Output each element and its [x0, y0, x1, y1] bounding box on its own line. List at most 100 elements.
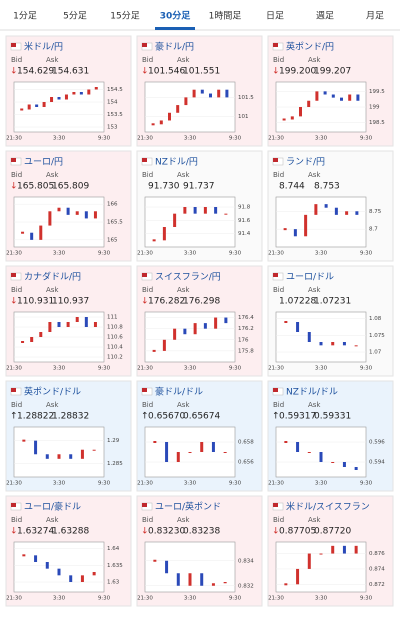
pair-name: ランド/円	[286, 157, 325, 168]
candle	[22, 439, 26, 442]
candle	[299, 107, 302, 117]
tab[interactable]: 月足	[366, 11, 384, 22]
tab[interactable]: 5分足	[63, 11, 87, 22]
x-tick-label: 21:30	[6, 136, 22, 142]
candle	[331, 462, 335, 463]
ask-label: Ask	[46, 56, 59, 64]
bid-label: Bid	[273, 286, 284, 294]
y-tick-label: 198.5	[369, 120, 385, 126]
candle	[223, 582, 227, 584]
tab[interactable]: 日足	[266, 11, 284, 22]
candle	[80, 575, 84, 582]
candle	[354, 467, 358, 470]
candle	[223, 452, 227, 453]
chart-frame	[275, 311, 367, 363]
chart-frame	[13, 541, 105, 593]
trend-arrow: ↑	[10, 412, 18, 422]
ask-value: 176.298	[183, 297, 220, 307]
candle	[355, 211, 359, 215]
y-tick-label: 1.075	[369, 333, 385, 339]
y-tick-label: 0.594	[369, 460, 385, 466]
ask-label: Ask	[308, 56, 321, 64]
x-tick-label: 9:30	[360, 251, 373, 257]
trend-arrow: ↓	[10, 527, 18, 537]
candle	[331, 545, 335, 554]
tab[interactable]: 週足	[316, 11, 334, 22]
candle	[57, 454, 61, 459]
candle	[314, 204, 318, 215]
bid-label: Bid	[142, 56, 153, 64]
y-tick-label: 199	[369, 105, 380, 111]
ask-value: 0.59331	[314, 412, 351, 422]
ask-label: Ask	[177, 286, 190, 294]
x-tick-label: 21:30	[268, 481, 284, 487]
x-tick-label: 21:30	[137, 251, 153, 257]
candle	[284, 441, 288, 443]
bid-label: Bid	[273, 56, 284, 64]
candle	[315, 91, 319, 101]
y-tick-label: 8.7	[369, 227, 378, 233]
candle	[93, 211, 97, 219]
y-tick-label: 154	[107, 100, 118, 106]
tab[interactable]: 15分足	[110, 11, 139, 22]
candle	[200, 442, 204, 452]
ask-label: Ask	[308, 171, 321, 179]
y-tick-label: 166	[107, 202, 118, 208]
candle	[296, 442, 300, 452]
tab[interactable]: 1分足	[13, 11, 37, 22]
flag-mark	[273, 388, 278, 392]
candle	[153, 441, 157, 443]
candle	[165, 442, 169, 462]
y-tick-label: 0.876	[369, 551, 385, 557]
tab[interactable]: 30分足	[160, 10, 192, 22]
x-tick-label: 21:30	[6, 596, 22, 602]
candle	[209, 93, 212, 98]
y-tick-label: 0.832	[238, 583, 254, 589]
pair-name: 米ドル/円	[24, 41, 63, 53]
x-tick-label: 3:30	[315, 136, 328, 142]
candle	[94, 87, 98, 90]
tab[interactable]: 1時間足	[209, 11, 242, 22]
pair-name: 英ポンド/ドル	[24, 386, 81, 398]
candle	[290, 116, 294, 120]
x-tick-label: 3:30	[184, 366, 197, 372]
x-tick-label: 3:30	[53, 481, 66, 487]
candle	[319, 342, 323, 346]
pair-name: NZドル/円	[155, 157, 198, 168]
candle	[319, 452, 323, 462]
bid-label: Bid	[11, 56, 22, 64]
chart-frame	[275, 541, 367, 593]
candle	[69, 575, 73, 582]
ask-value: 165.809	[52, 182, 89, 192]
candle	[152, 239, 156, 242]
flag-mark	[11, 388, 16, 392]
x-tick-label: 21:30	[137, 136, 153, 142]
candle	[203, 207, 207, 214]
candle	[84, 211, 88, 219]
candle	[348, 94, 352, 101]
bid-value: 0.65670	[148, 412, 185, 422]
candle	[188, 452, 192, 453]
y-tick-label: 91.8	[238, 205, 251, 211]
candle	[200, 89, 204, 94]
x-tick-label: 21:30	[137, 481, 153, 487]
y-tick-label: 0.872	[369, 582, 385, 588]
candle	[57, 97, 61, 100]
x-tick-label: 21:30	[268, 366, 284, 372]
